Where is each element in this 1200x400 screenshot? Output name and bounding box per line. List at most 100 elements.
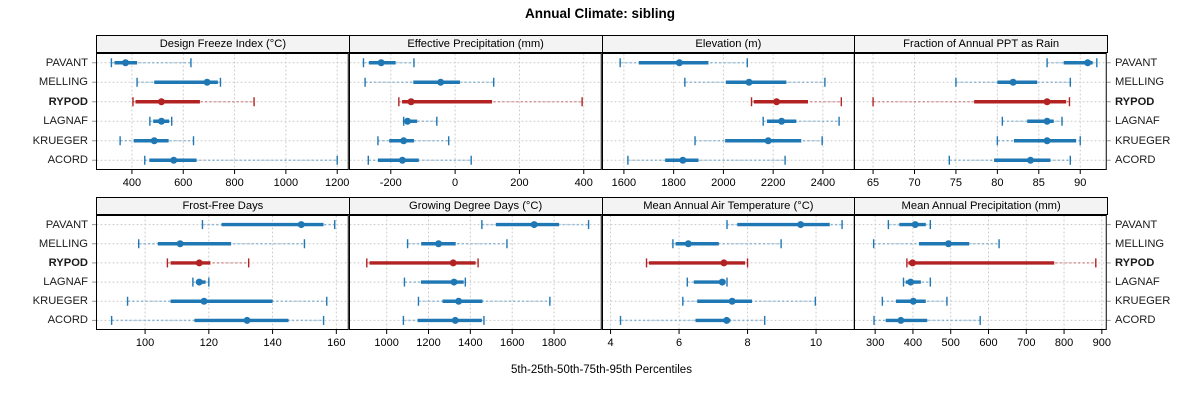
series-melling: [406, 239, 508, 249]
series-melling: [683, 77, 826, 87]
station-label-right-melling: MELLING: [1115, 76, 1165, 89]
station-label-left-acord: ACORD: [47, 314, 88, 327]
panel-bg: [96, 53, 349, 170]
x-tick-label: 1600: [611, 177, 635, 189]
x-tick-label: 2000: [711, 177, 735, 189]
series-pavant: [480, 220, 590, 230]
median-dot: [1043, 137, 1051, 145]
median-dot: [157, 117, 165, 125]
median-dot: [678, 156, 686, 164]
series-rypod: [166, 258, 250, 268]
x-tick-label: 2200: [760, 177, 784, 189]
median-dot: [777, 117, 785, 125]
x-tick-label: 6: [675, 337, 681, 349]
series-lagnaf: [903, 277, 932, 287]
panel-header: Frost-Free Days: [96, 197, 350, 215]
station-label-right-krueger: KRUEGER: [1115, 134, 1171, 147]
series-krueger: [681, 296, 816, 306]
x-tick-label: 1800: [542, 337, 566, 349]
series-rypod: [872, 97, 1071, 107]
series-lagnaf: [192, 277, 210, 287]
x-tick-label: -200: [380, 177, 402, 189]
station-label-left-melling: MELLING: [38, 76, 88, 89]
series-acord: [144, 155, 338, 165]
median-dot: [436, 78, 444, 86]
panel-header: Mean Annual Air Temperature (°C): [601, 197, 856, 215]
median-dot: [203, 78, 211, 86]
x-tick-label: 70: [909, 177, 921, 189]
median-dot: [407, 98, 415, 106]
x-tick-label: 85: [1033, 177, 1045, 189]
median-dot: [454, 297, 462, 305]
panel-bg: [601, 215, 855, 330]
series-krueger: [996, 136, 1082, 146]
series-rypod: [365, 258, 479, 268]
series-melling: [671, 239, 782, 249]
panel-bg: [348, 53, 602, 170]
median-dot: [450, 278, 458, 286]
series-melling: [138, 239, 306, 249]
station-label-right-rypod: RYPOD: [1115, 256, 1155, 269]
station-label-left-pavant: PAVANT: [45, 56, 88, 69]
median-dot: [728, 297, 736, 305]
series-pavant: [362, 58, 415, 68]
median-dot: [945, 240, 953, 248]
x-tick-label: 900: [1093, 337, 1111, 349]
x-tick-label: 65: [867, 177, 879, 189]
median-dot: [1043, 98, 1051, 106]
series-melling: [873, 239, 1001, 249]
station-label-left-lagnaf: LAGNAF: [43, 115, 88, 128]
x-tick-label: 160: [327, 337, 345, 349]
median-dot: [907, 278, 915, 286]
station-label-left-lagnaf: LAGNAF: [43, 276, 88, 289]
series-lagnaf: [1001, 116, 1063, 126]
panel-plot: 65 70 75 80 85 90: [854, 53, 1111, 189]
x-axis-caption: 5th-25th-50th-75th-95th Percentiles: [511, 364, 692, 376]
x-tick-label: 100: [136, 337, 154, 349]
panel-header: Effective Precipitation (mm): [348, 35, 603, 53]
series-acord: [948, 155, 1072, 165]
median-dot: [434, 240, 442, 248]
station-label-right-rypod: RYPOD: [1115, 95, 1155, 108]
station-label-right-acord: ACORD: [1115, 154, 1156, 167]
median-dot: [772, 98, 780, 106]
panel-plot: 1000 1200 1400 1600 1800: [348, 215, 602, 349]
panel-header: Elevation (m): [601, 35, 856, 53]
series-pavant: [618, 58, 748, 68]
x-tick-label: 400: [574, 177, 592, 189]
x-tick-label: 140: [263, 337, 281, 349]
panel-border: [601, 53, 855, 170]
series-acord: [626, 155, 786, 165]
x-tick-label: 800: [225, 177, 243, 189]
x-tick-label: 1600: [500, 337, 524, 349]
x-tick-label: 400: [123, 177, 141, 189]
series-krueger: [376, 136, 450, 146]
panel-plot: 100 120 140 160: [92, 215, 349, 349]
series-acord: [873, 315, 982, 325]
median-dot: [897, 316, 905, 324]
median-dot: [909, 259, 917, 267]
series-krueger: [417, 296, 551, 306]
station-label-right-pavant: PAVANT: [1115, 218, 1158, 231]
station-label-right-lagnaf: LAGNAF: [1115, 276, 1160, 289]
station-label-left-krueger: KRUEGER: [32, 134, 88, 147]
panel-plot: 300 400 500 600 700 800 900: [854, 215, 1111, 349]
series-acord: [110, 315, 325, 325]
x-tick-label: 8: [744, 337, 750, 349]
series-rypod: [132, 97, 255, 107]
series-rypod: [750, 97, 842, 107]
x-tick-label: 1400: [458, 337, 482, 349]
panel-bg: [854, 53, 1107, 170]
median-dot: [150, 137, 158, 145]
station-label-left-rypod: RYPOD: [48, 95, 88, 108]
median-dot: [157, 98, 165, 106]
x-tick-label: 700: [1017, 337, 1035, 349]
median-dot: [718, 278, 726, 286]
x-tick-label: 1000: [274, 177, 298, 189]
median-dot: [399, 137, 407, 145]
x-tick-label: 1200: [416, 337, 440, 349]
station-label-left-krueger: KRUEGER: [32, 295, 88, 308]
median-dot: [910, 297, 918, 305]
median-dot: [684, 240, 692, 248]
series-lagnaf: [403, 277, 466, 287]
